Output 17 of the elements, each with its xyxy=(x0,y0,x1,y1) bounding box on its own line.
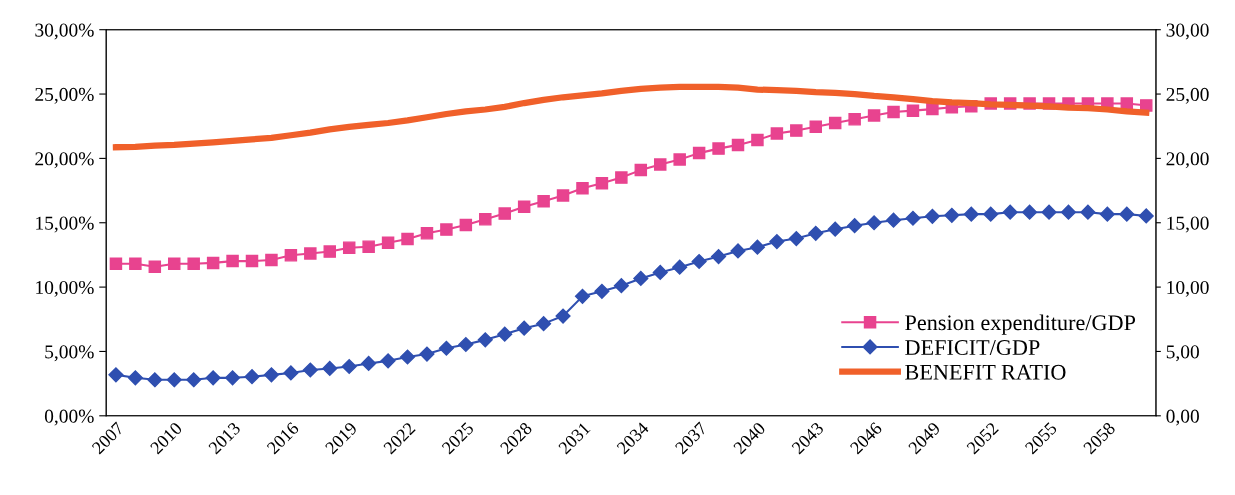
legend-label: Pension expenditure/GDP xyxy=(905,314,1136,335)
y-tick-label: 20,00% xyxy=(35,152,94,169)
y2-tick-label: 5,00 xyxy=(1166,345,1199,362)
y-tick-label: 0,00% xyxy=(44,409,94,426)
y2-tick-label: 0,00 xyxy=(1166,409,1199,426)
y2-tick-label: 15,00 xyxy=(1167,216,1209,233)
legend-label: DEFICIT/GDP xyxy=(905,340,1040,355)
y-tick-label: 25,00% xyxy=(35,87,94,104)
y2-tick-label: 10,00 xyxy=(1167,280,1209,297)
legend-label: BENEFIT RATIO xyxy=(905,364,1066,380)
y2-tick-label: 30,00 xyxy=(1166,23,1209,40)
y-tick-label: 10,00% xyxy=(36,280,94,297)
y-tick-label: 15,00% xyxy=(36,216,94,233)
y-tick-label: 5,00% xyxy=(45,345,94,362)
y-tick-label: 30,00% xyxy=(35,23,94,40)
y2-tick-label: 20,00 xyxy=(1166,152,1209,169)
y2-tick-label: 25,00 xyxy=(1166,87,1209,104)
